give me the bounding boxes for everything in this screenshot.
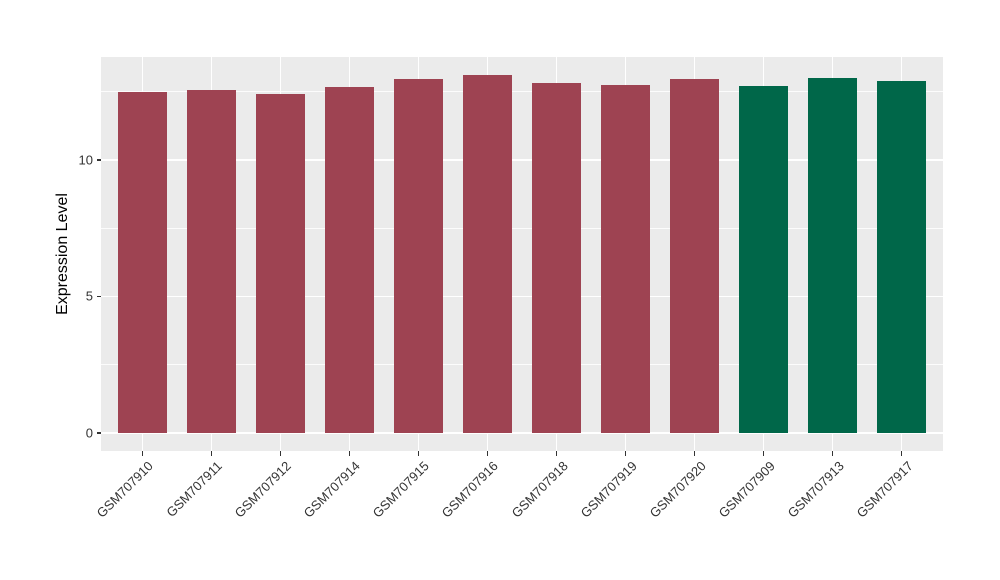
y-tick-mark xyxy=(96,295,101,298)
bar-GSM707913 xyxy=(808,78,857,433)
bar-GSM707919 xyxy=(601,85,650,433)
x-tick-label: GSM707909 xyxy=(715,458,778,521)
x-tick-label: GSM707920 xyxy=(646,458,709,521)
bar-GSM707917 xyxy=(877,80,926,433)
gridline-y-major xyxy=(101,295,943,298)
x-tick-mark xyxy=(900,451,903,456)
y-tick-mark xyxy=(96,432,101,434)
x-tick-label: GSM707914 xyxy=(301,458,364,521)
gridline-y-major xyxy=(101,432,943,434)
bar-GSM707918 xyxy=(532,83,581,433)
bar-GSM707910 xyxy=(118,92,167,433)
gridline-y-major xyxy=(101,159,943,161)
gridline-y-minor xyxy=(101,227,943,229)
x-tick-label: GSM707913 xyxy=(784,458,847,521)
x-tick-mark xyxy=(348,451,351,456)
x-tick-mark xyxy=(693,451,696,456)
x-tick-mark xyxy=(624,451,627,456)
x-tick-mark xyxy=(831,451,834,456)
y-tick-label: 0 xyxy=(85,425,93,441)
bar-GSM707909 xyxy=(739,86,788,433)
y-tick-mark xyxy=(96,159,101,161)
x-tick-label: GSM707915 xyxy=(370,458,433,521)
x-tick-mark xyxy=(279,451,282,456)
bar-GSM707911 xyxy=(187,90,236,433)
x-tick-mark xyxy=(762,451,765,456)
gridline-y-minor xyxy=(101,91,943,93)
x-tick-label: GSM707916 xyxy=(439,458,502,521)
bar-GSM707914 xyxy=(325,87,374,433)
x-tick-mark xyxy=(417,451,420,456)
bar-GSM707912 xyxy=(256,94,305,433)
x-tick-label: GSM707919 xyxy=(577,458,640,521)
x-tick-mark xyxy=(210,451,212,456)
x-tick-mark xyxy=(555,451,558,456)
x-tick-label: GSM707911 xyxy=(163,458,226,520)
x-tick-label: GSM707917 xyxy=(853,458,916,521)
y-tick-label: 5 xyxy=(85,288,93,304)
y-tick-label: 10 xyxy=(78,152,93,168)
x-tick-mark xyxy=(141,451,143,456)
x-tick-label: GSM707918 xyxy=(508,458,571,521)
plot-panel xyxy=(101,57,943,451)
x-tick-label: GSM707912 xyxy=(232,458,295,521)
bar-GSM707915 xyxy=(394,78,443,433)
gridline-y-minor xyxy=(101,364,943,366)
bar-GSM707916 xyxy=(463,74,512,433)
x-tick-label: GSM707910 xyxy=(94,458,157,521)
x-tick-mark xyxy=(486,451,489,456)
bar-GSM707920 xyxy=(670,78,719,433)
